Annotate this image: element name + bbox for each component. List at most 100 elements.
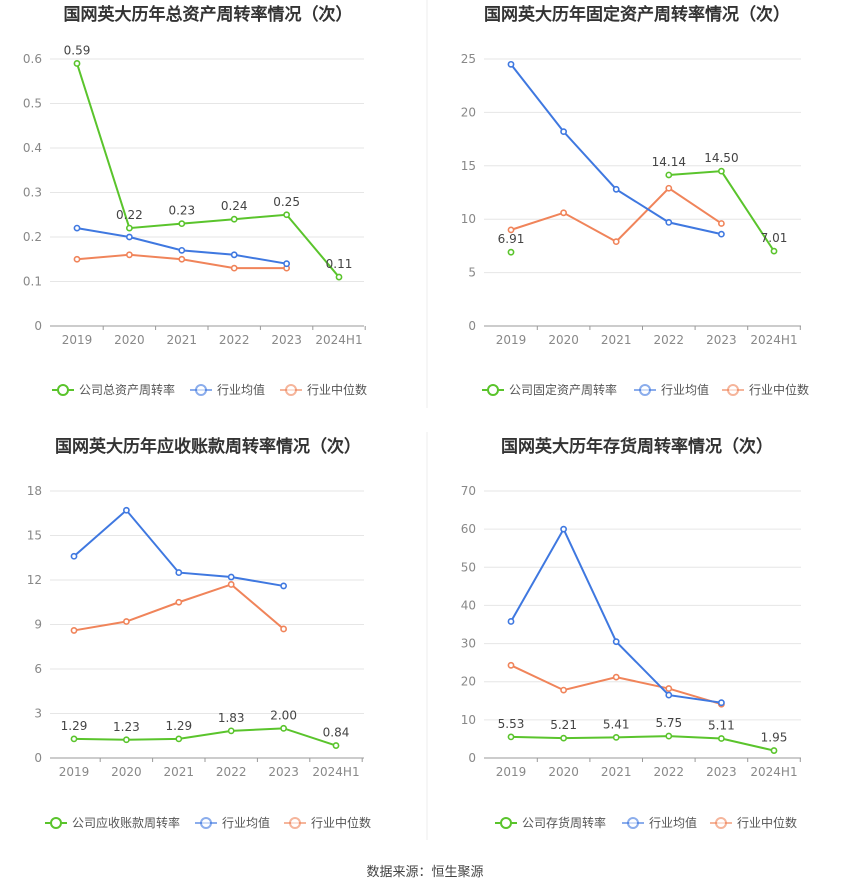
legend-marker	[289, 817, 301, 829]
data-point	[123, 736, 130, 744]
data-point	[718, 230, 725, 238]
data-point	[332, 742, 340, 749]
x-tick-label: 2023	[271, 333, 302, 347]
x-tick-label: 2020	[548, 765, 579, 779]
y-tick-label: 25	[461, 52, 476, 66]
chart-title: 国网英大历年固定资产周转率情况（次）	[484, 4, 790, 25]
data-point	[718, 167, 725, 175]
data-label: 6.91	[498, 232, 525, 246]
data-point	[665, 171, 673, 179]
data-label: 0.23	[168, 204, 195, 218]
x-tick-label: 2022	[216, 765, 247, 779]
x-tick-label: 2021	[167, 333, 198, 347]
data-point	[718, 699, 725, 707]
chart-title: 国网英大历年应收账款周转率情况（次）	[55, 436, 361, 457]
data-point	[125, 224, 133, 232]
x-tick-label: 2024H1	[315, 333, 362, 347]
data-label: 5.11	[708, 719, 735, 733]
data-point	[175, 735, 183, 743]
series-line-1	[510, 735, 775, 752]
data-point	[280, 625, 287, 633]
legend-marker	[200, 817, 212, 829]
data-label: 14.50	[704, 151, 738, 165]
legend-marker	[500, 817, 512, 829]
data-point	[507, 733, 515, 741]
data-point	[560, 525, 567, 533]
data-label: 5.21	[550, 718, 577, 732]
data-point	[70, 552, 78, 560]
data-point	[70, 627, 78, 634]
x-tick-label: 2022	[654, 765, 685, 779]
y-tick-label: 0.4	[23, 141, 42, 155]
data-point	[665, 691, 673, 699]
data-point	[612, 673, 620, 681]
data-point	[560, 209, 567, 217]
legend-marker	[627, 817, 639, 829]
data-label: 1.83	[218, 711, 245, 725]
data-point	[612, 638, 620, 646]
data-point	[665, 732, 673, 740]
y-tick-label: 0	[34, 751, 42, 765]
data-point	[718, 735, 725, 742]
series-line-3	[73, 583, 285, 632]
data-label: 0.24	[221, 199, 248, 213]
data-point	[178, 246, 186, 254]
data-point	[560, 128, 567, 136]
x-tick-label: 2019	[62, 333, 93, 347]
legend-marker	[50, 817, 62, 829]
data-label: 14.14	[652, 155, 686, 169]
y-tick-label: 10	[461, 713, 476, 727]
data-point	[70, 735, 78, 743]
x-tick-label: 2024H1	[312, 765, 359, 779]
data-point	[612, 185, 620, 193]
x-tick-label: 2024H1	[750, 765, 797, 779]
x-tick-label: 2019	[496, 765, 527, 779]
data-point	[175, 569, 183, 576]
data-label: 7.01	[761, 231, 788, 245]
y-tick-label: 40	[461, 598, 476, 612]
y-tick-label: 0	[468, 319, 476, 333]
data-point	[178, 220, 186, 228]
data-label: 5.41	[603, 717, 630, 731]
x-tick-label: 2021	[601, 765, 632, 779]
data-point	[507, 661, 515, 669]
legend-label: 行业中位数	[307, 382, 367, 397]
data-point	[507, 248, 515, 256]
data-point	[123, 506, 130, 514]
chart-panel-1: 国网英大历年总资产周转率情况（次） 0 0.1 0.2 0.3 0.4 0.5 0.6 2019…	[23, 4, 367, 397]
data-point	[73, 60, 81, 67]
legend-label: 行业均值	[217, 382, 265, 397]
series-line-1	[73, 727, 337, 747]
data-label: 5.53	[498, 717, 525, 731]
series-line-3	[510, 186, 722, 243]
data-point	[560, 686, 567, 694]
legend-marker	[195, 384, 207, 396]
y-tick-label: 0.5	[23, 97, 42, 111]
legend-label: 行业均值	[649, 815, 697, 830]
data-label: 1.95	[761, 731, 788, 745]
y-tick-label: 0	[34, 319, 42, 333]
y-tick-label: 12	[27, 573, 42, 587]
y-tick-label: 20	[461, 675, 476, 689]
y-tick-label: 0.1	[23, 275, 42, 289]
legend-marker	[715, 817, 727, 829]
data-point	[507, 60, 515, 68]
x-tick-label: 2019	[59, 765, 90, 779]
legend-label: 行业均值	[222, 815, 270, 830]
data-point	[280, 724, 287, 732]
y-tick-label: 70	[461, 484, 476, 498]
data-point	[73, 224, 81, 232]
x-tick-label: 2019	[496, 333, 527, 347]
y-tick-label: 0.6	[23, 52, 42, 66]
y-tick-label: 0.2	[23, 230, 42, 244]
y-tick-label: 0	[468, 751, 476, 765]
legend-label: 公司存货周转率	[522, 815, 606, 830]
data-label: 0.59	[64, 43, 91, 57]
data-point	[507, 226, 515, 234]
chart-title: 国网英大历年存货周转率情况（次）	[501, 436, 773, 457]
x-tick-label: 2020	[548, 333, 579, 347]
data-point	[770, 747, 778, 754]
data-label: 0.22	[116, 208, 143, 222]
y-tick-label: 3	[34, 707, 42, 721]
